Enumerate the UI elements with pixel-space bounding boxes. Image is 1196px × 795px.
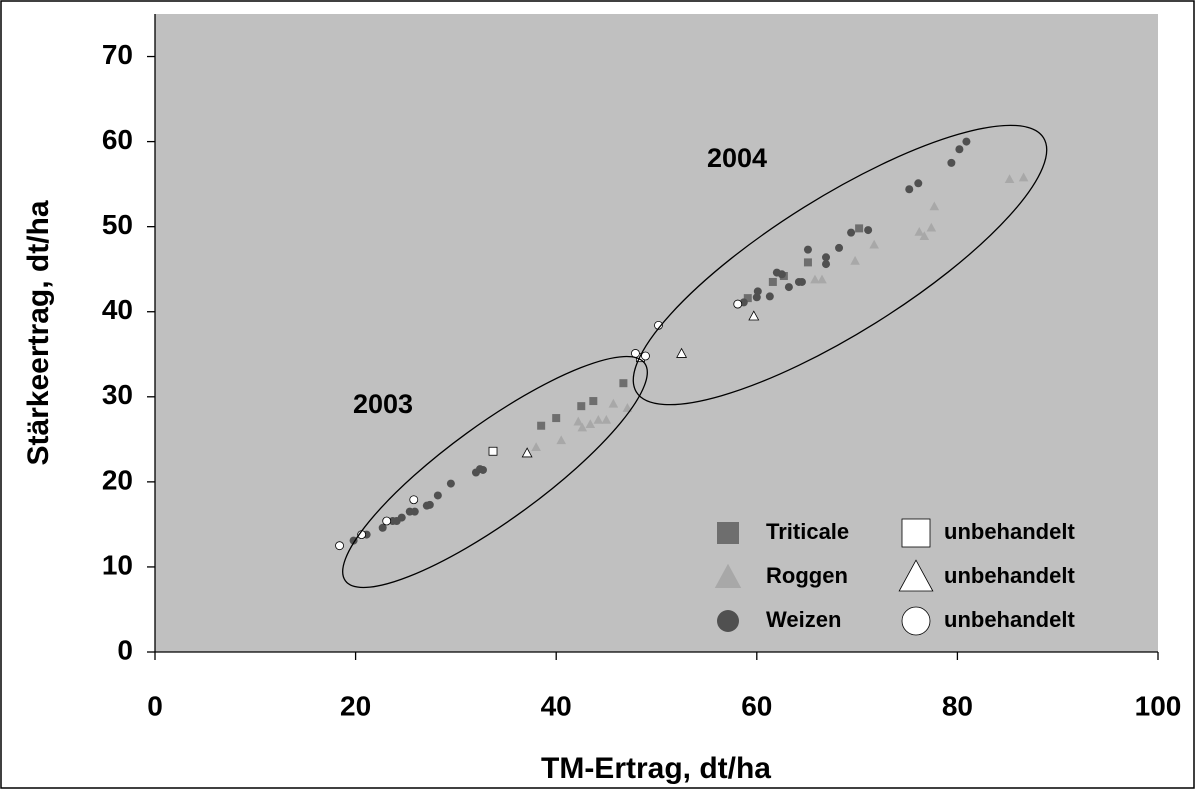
group-ellipse [632,124,1048,406]
marker [753,287,762,296]
marker [850,255,860,265]
legend-label: unbehandelt [944,563,1075,588]
marker [752,293,761,302]
annotation: 2003 [353,389,413,419]
marker [641,351,650,361]
marker [531,442,541,451]
marker [803,258,812,267]
marker [378,523,387,532]
legend-marker [901,606,931,636]
y-tick-label: 10 [102,549,133,580]
legend-label: Triticale [766,519,849,544]
legend-label: Roggen [766,563,848,588]
marker [585,419,596,429]
marker [847,228,856,237]
marker [914,179,923,188]
marker [777,270,786,279]
marker [619,379,628,388]
marker [409,495,419,505]
marker [410,507,419,516]
marker [622,403,633,412]
marker [864,226,873,235]
x-tick-label: 80 [942,690,973,721]
marker [926,222,937,232]
marker [537,421,546,430]
marker [929,201,940,211]
legend-label: unbehandelt [944,519,1075,544]
legend-marker [717,610,739,632]
legend-marker [717,522,739,544]
annotation: 2004 [707,143,767,173]
marker [914,226,925,236]
marker [947,158,956,167]
marker [784,283,793,292]
marker [631,349,640,358]
marks [335,137,1029,551]
marker [478,465,487,474]
marker [822,260,831,269]
marker [593,414,604,424]
marker [589,397,598,406]
marker [748,310,760,321]
marker [855,224,864,233]
marker [521,447,533,458]
y-tick-label: 50 [102,209,133,240]
y-tick-label: 70 [102,39,133,70]
y-tick-label: 30 [102,379,133,410]
y-tick-label: 0 [117,634,133,665]
marker [676,347,688,358]
marker [488,446,498,456]
marker [382,516,392,526]
x-axis-label: TM-Ertrag, dt/ha [541,752,771,785]
marker [446,479,455,488]
marker [905,185,914,194]
marker [768,277,777,286]
marker [733,299,743,309]
marker [822,253,831,262]
legend-label: Weizen [766,607,841,632]
marker [601,414,612,424]
marker [556,435,567,445]
marker [608,398,619,408]
legend-marker [898,559,934,592]
marker [577,402,586,411]
group-ellipse [342,355,648,589]
marker [573,416,584,426]
marker [1018,172,1029,182]
y-tick-label: 60 [102,124,133,155]
marker [1004,174,1015,184]
y-axis-label: Stärkeertrag, dt/ha [22,200,55,465]
marker [919,231,930,241]
x-tick-label: 60 [741,690,772,721]
marker [552,414,561,423]
legend-label: unbehandelt [944,607,1075,632]
marker [803,245,812,254]
x-tick-label: 100 [1135,690,1182,721]
marker [433,491,442,500]
marker [797,277,806,286]
legend-marker [901,518,931,548]
marker [425,500,434,509]
x-tick-label: 40 [541,690,572,721]
y-tick-label: 20 [102,464,133,495]
marker [835,243,844,252]
marker [869,239,879,249]
marker [765,292,774,301]
plot-area [155,14,1158,652]
marker [743,294,752,303]
marker [962,137,971,146]
marker [955,145,964,154]
marker [817,274,827,284]
marker [577,422,588,432]
x-tick-label: 0 [147,690,163,721]
x-tick-label: 20 [340,690,371,721]
marker [335,541,344,551]
y-tick-label: 40 [102,294,133,325]
marker [810,274,820,284]
legend-marker [714,563,742,588]
marker [397,513,406,522]
